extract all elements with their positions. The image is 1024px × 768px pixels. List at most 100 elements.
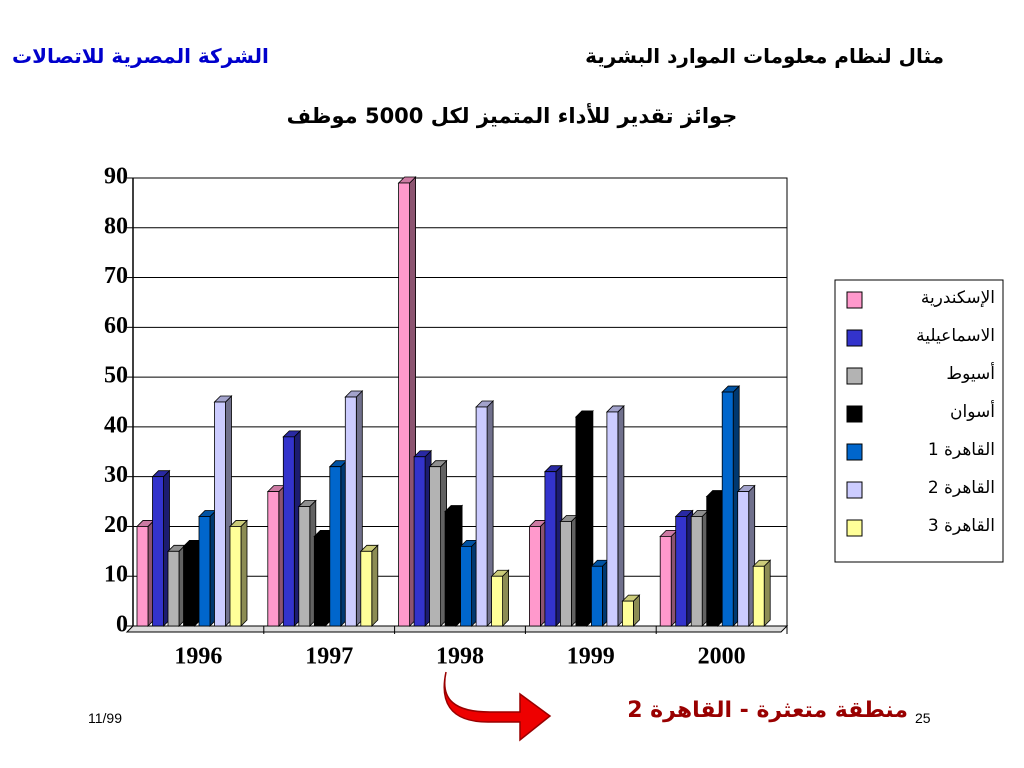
- bar: [721, 385, 741, 627]
- legend-swatch: [846, 291, 863, 309]
- legend-swatch: [846, 329, 863, 347]
- bar: [444, 504, 464, 627]
- bar-front: [606, 411, 619, 627]
- bar-front: [360, 550, 373, 627]
- legend-box: [834, 279, 1004, 563]
- bar-front: [398, 182, 411, 627]
- bar-front: [529, 526, 541, 627]
- legend-swatch: [846, 405, 863, 423]
- bar: [328, 459, 348, 627]
- bar: [182, 539, 202, 627]
- x-tick-label: 2000: [698, 644, 746, 670]
- bar: [344, 390, 364, 627]
- y-tick-label: 50: [104, 363, 128, 389]
- bar-front: [752, 565, 765, 627]
- y-tick-label: 0: [116, 612, 128, 638]
- bar-front: [659, 536, 672, 627]
- bar-front: [152, 476, 164, 627]
- x-tick-label: 1997: [305, 644, 353, 670]
- bar: [266, 484, 286, 627]
- bar: [559, 514, 579, 627]
- bar: [674, 509, 694, 627]
- y-tick-label: 60: [104, 313, 128, 339]
- bar: [459, 539, 479, 627]
- bar: [621, 594, 641, 627]
- bar: [690, 509, 710, 627]
- bar: [736, 484, 756, 627]
- x-tick-label: 1998: [436, 644, 484, 670]
- y-tick-label: 10: [104, 562, 128, 588]
- bar: [282, 429, 302, 627]
- legend-label: أسيوط: [946, 364, 995, 384]
- bar-side: [617, 404, 625, 627]
- y-tick-label: 20: [104, 512, 128, 538]
- y-tick-label: 30: [104, 462, 128, 488]
- legend-label: الاسماعيلية: [916, 326, 995, 346]
- bar-front: [560, 521, 572, 627]
- bar: [659, 529, 679, 627]
- bar-front: [460, 545, 473, 627]
- bar: [490, 569, 510, 627]
- bar-front: [475, 406, 488, 627]
- bar: [543, 464, 563, 627]
- bar-front: [282, 436, 295, 627]
- legend-label: القاهرة 2: [927, 478, 995, 498]
- bar: [397, 176, 417, 627]
- bar: [475, 400, 495, 627]
- company-name: الشركة المصرية للاتصالات: [12, 44, 269, 68]
- bar-front: [229, 526, 242, 627]
- legend-label: أسوان: [950, 402, 995, 422]
- bar-front: [167, 550, 180, 627]
- bar: [752, 559, 772, 627]
- legend-swatch: [846, 443, 863, 461]
- bar-front: [737, 491, 750, 627]
- legend-swatch: [846, 481, 863, 499]
- legend-label: القاهرة 3: [927, 516, 995, 536]
- arrow: [443, 671, 552, 742]
- legend-swatch: [846, 519, 863, 537]
- x-tick-label: 1999: [567, 644, 615, 670]
- bar-front: [622, 600, 634, 627]
- bar: [297, 499, 317, 627]
- y-tick-label: 40: [104, 412, 128, 438]
- bar: [198, 509, 217, 627]
- footer-date: 11/99: [88, 710, 122, 726]
- bar: [136, 519, 155, 627]
- y-tick-label: 80: [104, 213, 128, 239]
- bar-front: [675, 516, 688, 627]
- page-number: 25: [915, 710, 931, 726]
- bar-side: [240, 519, 248, 627]
- bar-front: [413, 456, 426, 627]
- bar: [528, 519, 548, 627]
- bar-front: [313, 536, 326, 627]
- y-tick-label: 70: [104, 263, 128, 289]
- y-tick-label: 90: [104, 164, 128, 190]
- bar-front: [214, 401, 226, 627]
- bar: [151, 469, 171, 627]
- bar-side: [502, 569, 510, 627]
- bar-front: [429, 466, 442, 627]
- legend-label: الإسكندرية: [920, 288, 995, 308]
- bar-front: [690, 516, 703, 627]
- floor: [125, 625, 789, 633]
- bar: [313, 529, 333, 627]
- bar-front: [706, 496, 719, 627]
- legend-swatch: [846, 367, 863, 385]
- bar-front: [444, 511, 457, 627]
- bar-front: [267, 491, 280, 627]
- bar-front: [544, 471, 557, 627]
- bar-front: [183, 545, 195, 627]
- legend-label: القاهرة 1: [927, 440, 995, 460]
- bar-front: [136, 526, 149, 627]
- bar-front: [575, 416, 588, 627]
- bar: [574, 409, 594, 627]
- slide-heading: مثال لنظام معلومات الموارد البشرية: [585, 44, 944, 68]
- bar: [229, 519, 248, 627]
- bar-side: [763, 559, 771, 627]
- annotation: منطقة متعثرة - القاهرة 2: [627, 698, 908, 723]
- chart-title: جوائز تقدير للأداء المتميز لكل 5000 موظف: [286, 104, 738, 128]
- bar: [213, 395, 233, 627]
- bar: [590, 559, 610, 627]
